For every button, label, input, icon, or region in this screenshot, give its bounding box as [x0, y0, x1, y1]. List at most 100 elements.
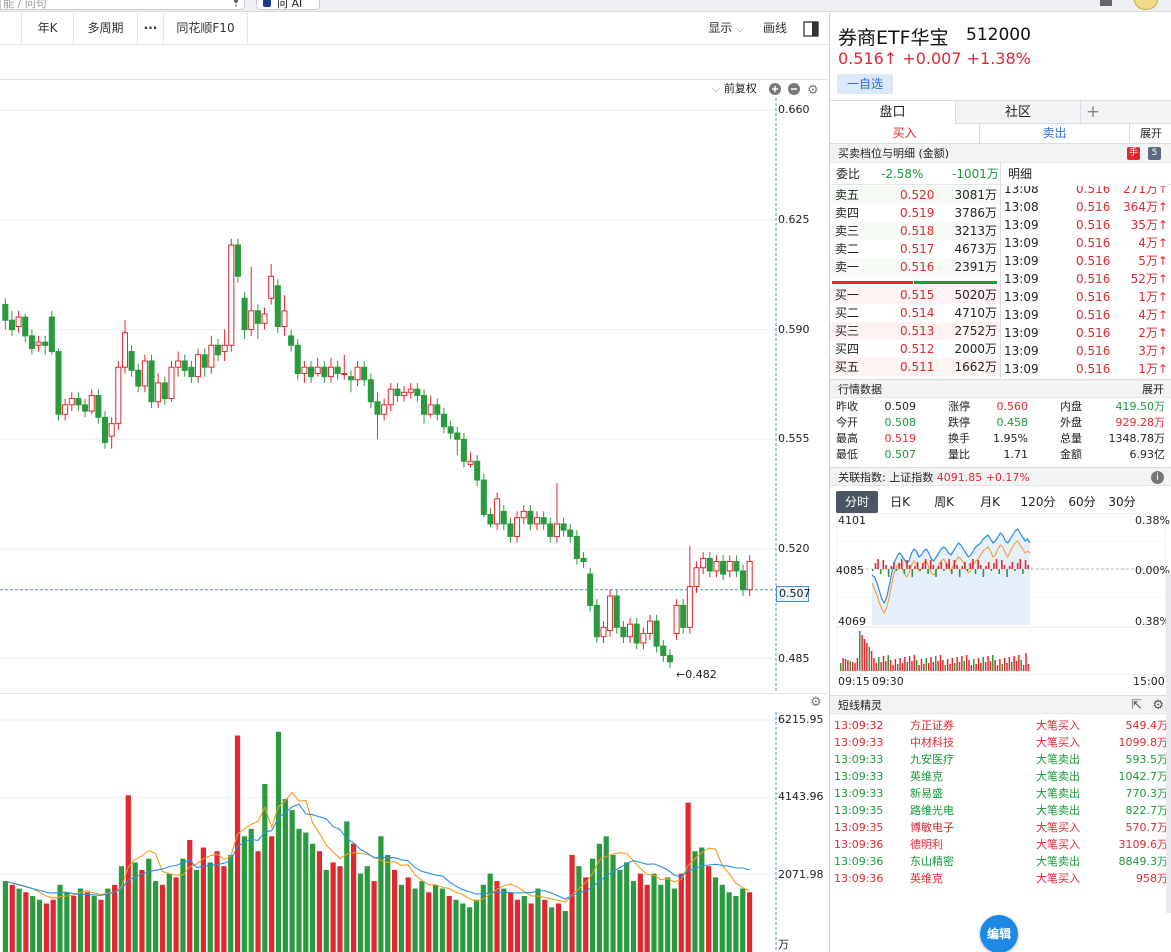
avatar[interactable]: [1134, 0, 1158, 10]
ask-row[interactable]: 卖四 0.519 3786万: [830, 204, 1000, 222]
volume-bar: [569, 854, 575, 952]
display-label: 显示: [708, 21, 733, 35]
tab-pankou[interactable]: 盘口: [830, 101, 956, 124]
candle: [254, 304, 261, 340]
intraday-volume-bar: [840, 663, 842, 671]
sprite-row[interactable]: 13:09:35 路维光电 大笔卖出 822.7万: [830, 802, 1171, 820]
candle: [115, 360, 122, 430]
volume-bar: [282, 798, 288, 952]
window-icon[interactable]: [1100, 0, 1112, 6]
hand-toggle-icon[interactable]: 手: [1127, 147, 1140, 160]
intraday-diff-bar: [879, 569, 882, 574]
bid-row[interactable]: 买二 0.514 4710万: [830, 304, 1000, 322]
ask-row[interactable]: 卖一 0.516 2391万: [830, 258, 1000, 276]
info-icon[interactable]: i: [1151, 471, 1164, 484]
index-name[interactable]: 上证指数: [889, 471, 934, 484]
index-tab[interactable]: 120分: [1020, 495, 1056, 509]
index-tab[interactable]: 30分: [1108, 495, 1136, 509]
sprite-row[interactable]: 13:09:36 东山精密 大笔卖出 8849.3万: [830, 853, 1171, 871]
tick-time: 13:09: [1004, 326, 1039, 340]
intraday-volume-bar: [868, 647, 870, 671]
volume-bar: [91, 896, 97, 952]
volume-bar: [555, 903, 562, 952]
bid-row[interactable]: 买一 0.515 5020万: [830, 286, 1000, 304]
external-link-icon[interactable]: ⇱: [1131, 698, 1142, 713]
volume-bar: [658, 884, 664, 952]
candle: [401, 386, 408, 402]
watchlist-button[interactable]: 一自选: [837, 74, 893, 94]
sprite-time: 13:09:36: [834, 872, 884, 885]
gear-icon[interactable]: ⚙: [807, 83, 819, 96]
microphone-icon[interactable]: [232, 0, 240, 8]
sprite-row[interactable]: 13:09:36 德明利 大笔买入 3109.6万: [830, 836, 1171, 854]
quote-key: 换手: [948, 432, 970, 445]
ask-row[interactable]: 卖二 0.517 4673万: [830, 240, 1000, 258]
sprite-row[interactable]: 13:09:36 英维克 大笔买入 958万: [830, 870, 1171, 888]
sprite-time: 13:09:33: [834, 736, 884, 749]
sprite-row[interactable]: 13:09:35 博敏电子 大笔买入 570.7万: [830, 819, 1171, 837]
f10-button[interactable]: 同花顺F10: [164, 13, 248, 44]
sprite-gear-icon[interactable]: ⚙: [1152, 698, 1164, 713]
trade-expand-button[interactable]: 展开: [1140, 127, 1162, 140]
candle: [434, 398, 441, 421]
intraday-diff-bar: [982, 569, 985, 577]
candle: [693, 561, 700, 593]
volume-bar: [630, 881, 637, 952]
sprite-stock: 东山精密: [910, 855, 954, 868]
ask-row[interactable]: 卖三 0.518 3213万: [830, 222, 1000, 240]
intraday-volume-bar: [882, 656, 885, 671]
orderbook-title: 买卖档位与明细 (金额): [838, 147, 950, 160]
buy-button[interactable]: 买入: [830, 124, 980, 143]
tick-time: 13:09: [1004, 272, 1039, 286]
bid-row[interactable]: 买五 0.511 1662万: [830, 358, 1000, 376]
volume-chart[interactable]: [0, 712, 828, 952]
candle: [314, 357, 321, 377]
volume-bar: [419, 881, 425, 952]
candle: [487, 508, 494, 528]
sprite-row[interactable]: 13:09:33 英维克 大笔卖出 1042.7万: [830, 768, 1171, 786]
chevron-down-icon: ⌵: [712, 82, 721, 95]
add-tab-icon[interactable]: +: [1085, 102, 1101, 122]
sprite-row[interactable]: 13:09:33 九安医疗 大笔卖出 593.5万: [830, 751, 1171, 769]
multi-period-button[interactable]: 多周期: [74, 13, 138, 44]
depth-toggle-icon[interactable]: 5: [1148, 147, 1161, 160]
sprite-amount: 549.4万: [1125, 719, 1169, 732]
sprite-row[interactable]: 13:09:32 方正证券 大笔买入 549.4万: [830, 717, 1171, 735]
sprite-row[interactable]: 13:09:33 中材科技 大笔买入 1099.8万: [830, 734, 1171, 752]
volume-bar: [351, 843, 357, 952]
tab-community[interactable]: 社区: [956, 101, 1081, 124]
sprite-row[interactable]: 13:09:33 新易盛 大笔卖出 770.3万: [830, 785, 1171, 803]
index-tab[interactable]: 月K: [980, 495, 1000, 509]
kline-chart[interactable]: [0, 98, 828, 694]
intraday-diff-bar: [1006, 569, 1008, 577]
index-intraday-chart[interactable]: [836, 513, 1166, 675]
bid-row[interactable]: 买四 0.512 2000万: [830, 340, 1000, 358]
year-k-button[interactable]: 年K: [22, 13, 74, 44]
draw-line-button[interactable]: 画线: [762, 21, 787, 35]
index-tab[interactable]: 日K: [890, 495, 910, 509]
index-tab[interactable]: 60分: [1068, 495, 1096, 509]
sell-button[interactable]: 卖出: [980, 124, 1130, 143]
volume-bar: [139, 869, 145, 952]
ask-ai-button[interactable]: 问 AI: [256, 0, 320, 10]
edit-button[interactable]: 编辑: [980, 915, 1018, 952]
volume-gear-icon[interactable]: ⚙: [810, 695, 822, 710]
current-price-tag: 0.507: [776, 586, 811, 602]
global-search-input[interactable]: 能 / 问句: [0, 0, 245, 10]
volume-bar: [112, 884, 118, 952]
bid-row[interactable]: 买三 0.513 2752万: [830, 322, 1000, 340]
display-dropdown[interactable]: 显示 ⌵: [700, 13, 752, 44]
panel-scrollbar[interactable]: [1166, 573, 1171, 913]
panel-toggle-icon[interactable]: [803, 21, 819, 37]
index-tab[interactable]: 周K: [934, 495, 954, 509]
candle: [42, 335, 49, 355]
quote-key: 总量: [1060, 432, 1082, 445]
quote-expand-button[interactable]: 展开: [1142, 383, 1164, 396]
index-tab[interactable]: 分时: [836, 491, 878, 513]
more-button[interactable]: ···: [138, 13, 164, 44]
intraday-volume-bar: [844, 659, 847, 671]
candle: [494, 492, 501, 531]
adjust-dropdown[interactable]: ⌵ 前复权: [712, 80, 757, 98]
quote-key: 外盘: [1060, 416, 1082, 429]
ask-row[interactable]: 卖五 0.520 3081万: [830, 186, 1000, 204]
